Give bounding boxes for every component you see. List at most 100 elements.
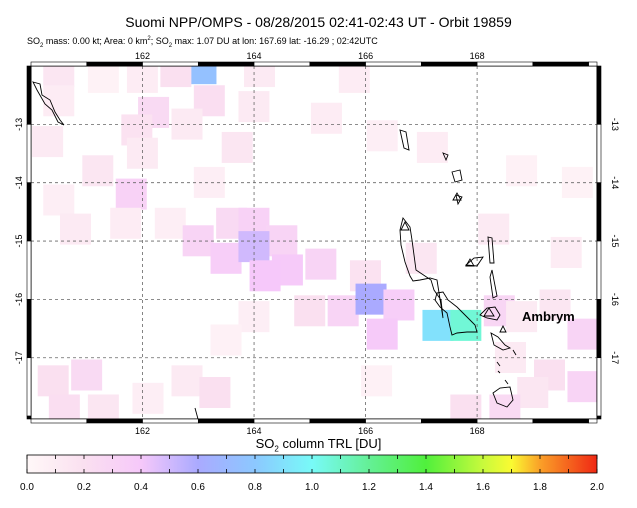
so2-tile <box>185 66 217 85</box>
frame-segment <box>596 299 602 359</box>
frame-segment <box>596 65 602 125</box>
x-tick-label-top: 168 <box>470 51 485 61</box>
frame-segment <box>86 418 143 424</box>
so2-tile <box>567 318 597 350</box>
so2-tile <box>110 207 142 239</box>
so2-tile <box>366 120 398 152</box>
subtitle-text: SO <box>27 36 41 46</box>
so2-tile <box>43 66 75 88</box>
so2-tile <box>366 318 398 350</box>
frame-segment <box>365 418 422 424</box>
so2-tile <box>199 376 231 408</box>
frame-segment <box>532 418 589 424</box>
frame-segment <box>142 418 199 424</box>
y-tick-label-right: -16 <box>610 293 620 306</box>
x-tick-label-top: 166 <box>358 51 373 61</box>
colorbar-tick-label: 0.0 <box>20 482 34 493</box>
frame-segment <box>26 415 32 420</box>
frame-segment <box>588 61 598 67</box>
y-tick-label-right: -15 <box>610 235 620 248</box>
frame-segment <box>532 61 589 67</box>
so2-tile <box>517 376 549 408</box>
colorbar-tick-label: 1.6 <box>476 482 490 493</box>
so2-tile <box>37 365 69 397</box>
so2-tile <box>405 242 437 274</box>
colorbar-title-sub: 2 <box>274 444 279 454</box>
so2-tile <box>43 184 75 216</box>
y-tick-label-left: -13 <box>14 118 24 131</box>
so2-tile <box>478 213 510 245</box>
so2-tile <box>383 289 415 321</box>
colorbar-title-text: column TRL [DU] <box>278 436 382 451</box>
so2-tile <box>160 66 192 88</box>
so2-tile <box>238 301 270 333</box>
frame-segment <box>596 182 602 242</box>
frame-segment <box>26 124 32 183</box>
frame-segment <box>596 124 602 183</box>
so2-tile <box>489 394 521 419</box>
so2-tile <box>238 91 270 123</box>
frame-segment <box>421 61 478 67</box>
y-tick-label-right: -17 <box>610 351 620 364</box>
frame-segment <box>197 61 255 67</box>
y-tick-label-left: -15 <box>14 235 24 248</box>
frame-segment <box>309 418 366 424</box>
frame-segment <box>26 65 32 125</box>
so2-tile <box>210 242 242 274</box>
colorbar-tick-label: 0.2 <box>77 482 91 493</box>
so2-tile <box>115 178 147 210</box>
frame-segment <box>26 182 32 242</box>
y-tick-label-left: -17 <box>14 351 24 364</box>
subtitle-text: ; SO <box>150 36 169 46</box>
coastline-ambrym <box>479 306 501 321</box>
frame-segment <box>253 418 311 424</box>
frame-segment <box>421 418 478 424</box>
frame-segment <box>26 357 32 417</box>
subtitle-sub: 2 <box>40 42 44 49</box>
frame-segment <box>365 61 422 67</box>
volcano-marker-icon <box>400 192 507 333</box>
y-tick-label-right: -13 <box>610 118 620 131</box>
colorbar-tick-label: 1.4 <box>419 482 433 493</box>
grid-lines <box>31 66 597 419</box>
colorbar-title: SO2 column TRL [DU] <box>0 436 637 454</box>
coastline-pentecost <box>487 236 495 264</box>
so2-tile <box>450 309 482 341</box>
so2-tile <box>32 126 64 158</box>
so2-tile <box>154 207 186 239</box>
colorbar-tick-label: 1.2 <box>362 482 376 493</box>
frame-segment <box>596 357 602 417</box>
y-tick-label-left: -16 <box>14 293 24 306</box>
x-tick-label-top: 162 <box>135 51 150 61</box>
so2-tile <box>422 309 454 341</box>
subtitle-sup: 2 <box>147 36 151 42</box>
colorbar-ticks: 0.0 0.2 0.4 0.6 0.8 1.0 1.2 1.4 1.6 1.8 2.0 <box>20 455 604 493</box>
so2-tile <box>132 382 164 414</box>
frame-segment <box>30 418 88 424</box>
so2-tile <box>361 365 393 397</box>
frame-segment <box>253 61 311 67</box>
so2-tile <box>338 66 370 93</box>
so2-tile <box>266 225 298 257</box>
x-tick-label-bottom: 162 <box>135 426 150 436</box>
so2-tile <box>294 295 326 327</box>
so2-tile <box>87 394 119 419</box>
so2-tile <box>221 131 253 163</box>
frame-segment <box>596 240 602 300</box>
subtitle-text: max: 1.07 DU at lon: 167.69 lat: -16.29 … <box>172 36 378 46</box>
so2-tile <box>327 295 359 327</box>
so2-tile <box>43 85 75 117</box>
coastline-epi <box>490 332 512 351</box>
frame-segment <box>26 299 32 359</box>
subtitle-sub: 2 <box>168 42 173 49</box>
frame-segment <box>596 415 602 420</box>
frame-segment <box>86 61 143 67</box>
chart-title: Suomi NPP/OMPS - 08/28/2015 02:41-02:43 … <box>125 14 512 30</box>
so2-tile <box>71 359 103 391</box>
so2-tile <box>506 301 538 333</box>
so2-tile <box>193 166 225 198</box>
ambrym-annotation: Ambrym <box>522 309 575 324</box>
x-tick-label-bottom: 168 <box>470 426 485 436</box>
subtitle-text: mass: 0.00 kt; Area: 0 km <box>43 36 148 46</box>
